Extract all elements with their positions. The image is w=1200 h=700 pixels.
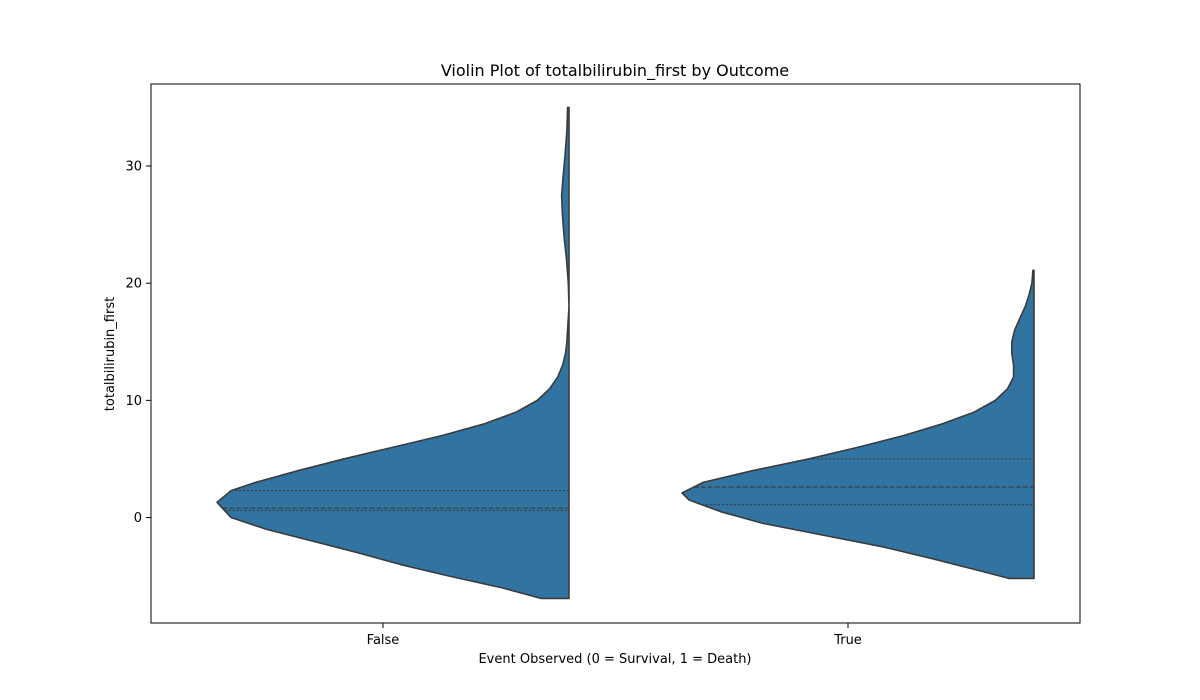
y-tick-label-1: 10 <box>125 394 142 409</box>
violin-false <box>216 106 570 600</box>
x-axis: False True <box>367 623 862 648</box>
y-tick-label-2: 20 <box>125 277 142 292</box>
x-tick-label-0: False <box>367 633 400 648</box>
x-tick-label-1: True <box>833 633 862 648</box>
chart-title: Violin Plot of totalbilirubin_first by O… <box>441 61 789 81</box>
plot-frame <box>150 83 1081 624</box>
y-tick-label-3: 30 <box>125 160 142 175</box>
violins-layer <box>216 106 1035 600</box>
y-tick-label-0: 0 <box>134 511 142 526</box>
x-axis-label: Event Observed (0 = Survival, 1 = Death) <box>478 652 751 667</box>
y-axis: 0 10 20 30 <box>125 160 151 526</box>
y-axis-label: totalbilirubin_first <box>103 297 118 411</box>
violin-true <box>681 269 1035 580</box>
